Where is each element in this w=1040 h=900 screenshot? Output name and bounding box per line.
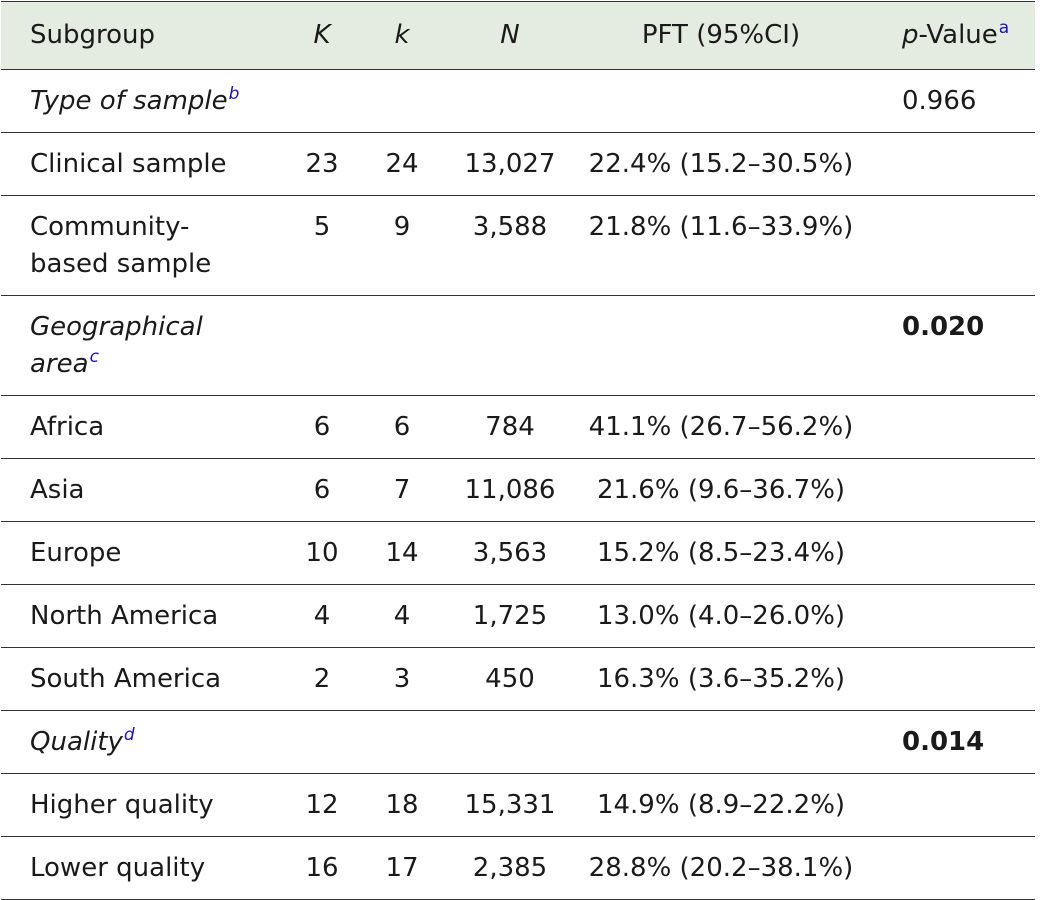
section-title: Geographical areac — [30, 312, 203, 379]
cell-K: 12 — [305, 790, 339, 820]
table-row: Community-based sample 5 9 3,588 21.8% (… — [1, 195, 1035, 296]
cell-N: 3,588 — [472, 212, 548, 242]
cell-k: 7 — [393, 475, 411, 505]
cell-N: 13,027 — [464, 149, 556, 179]
section-p-value: 0.020 — [902, 312, 985, 342]
section-row-quality: Qualityd 0.014 — [1, 710, 1035, 774]
section-p-value: 0.966 — [902, 86, 977, 116]
cell-K: 10 — [305, 538, 339, 568]
header-pft: PFT (95%CI) — [641, 20, 801, 50]
section-title-text: Type of sample — [30, 86, 228, 116]
cell-N: 784 — [485, 412, 535, 442]
cell-k: 4 — [393, 601, 411, 631]
cell-K: 4 — [313, 601, 331, 631]
section-title-text: Quality — [30, 727, 123, 757]
section-row-geographical-area: Geographical areac 0.020 — [1, 295, 1035, 396]
cell-pft: 14.9% (8.9–22.2%) — [596, 790, 846, 820]
section-title: Type of sampleb — [1, 70, 290, 133]
cell-pft: 15.2% (8.5–23.4%) — [596, 538, 846, 568]
cell-pft: 16.3% (3.6–35.2%) — [596, 664, 846, 694]
cell-pft: 28.8% (20.2–38.1%) — [588, 853, 854, 883]
cell-pft: 22.4% (15.2–30.5%) — [588, 149, 854, 179]
cell-pft: 13.0% (4.0–26.0%) — [596, 601, 846, 631]
cell-k: 17 — [385, 853, 419, 883]
cell-k: 14 — [385, 538, 419, 568]
cell-k: 18 — [385, 790, 419, 820]
row-label: Africa — [30, 412, 105, 442]
cell-N: 450 — [485, 664, 535, 694]
table-row: Europe 10 14 3,563 15.2% (8.5–23.4%) — [1, 521, 1035, 585]
header-p-rest: -Value — [918, 20, 998, 50]
cell-k: 6 — [393, 412, 411, 442]
row-label: Community-based sample — [30, 212, 212, 279]
cell-N: 2,385 — [472, 853, 548, 883]
cell-pft: 21.6% (9.6–36.7%) — [596, 475, 846, 505]
table-row: Higher quality 12 18 15,331 14.9% (8.9–2… — [1, 773, 1035, 837]
section-row-type-of-sample: Type of sampleb 0.966 — [1, 69, 1035, 133]
footnote-marker-a[interactable]: a — [998, 18, 1010, 38]
cell-N: 3,563 — [472, 538, 548, 568]
header-p-italic: p — [902, 20, 919, 50]
table-row: Asia 6 7 11,086 21.6% (9.6–36.7%) — [1, 458, 1035, 522]
table-row: South America 2 3 450 16.3% (3.6–35.2%) — [1, 647, 1035, 711]
cell-k: 9 — [393, 212, 411, 242]
cell-K: 6 — [313, 412, 331, 442]
cell-K: 16 — [305, 853, 339, 883]
cell-k: 3 — [393, 664, 411, 694]
table-row: Clinical sample 23 24 13,027 22.4% (15.2… — [1, 132, 1035, 196]
cell-K: 23 — [305, 149, 339, 179]
row-label: North America — [30, 601, 219, 631]
header-row: Subgroup K k N PFT (95%CI) p-Valuea — [1, 1, 1035, 70]
footnote-marker-b[interactable]: b — [228, 84, 240, 104]
section-title: Qualityd — [1, 711, 290, 774]
cell-K: 2 — [313, 664, 331, 694]
cell-pft: 21.8% (11.6–33.9%) — [588, 212, 854, 242]
cell-N: 1,725 — [472, 601, 548, 631]
row-label: Higher quality — [30, 790, 214, 820]
row-label: South America — [30, 664, 222, 694]
cell-N: 15,331 — [464, 790, 556, 820]
cell-N: 11,086 — [464, 475, 556, 505]
row-label: Lower quality — [30, 853, 206, 883]
row-label: Clinical sample — [30, 149, 227, 179]
table-row: Africa 6 6 784 41.1% (26.7–56.2%) — [1, 395, 1035, 459]
header-K: K — [313, 20, 331, 50]
header-N: N — [500, 20, 520, 50]
table-row: Lower quality 16 17 2,385 28.8% (20.2–38… — [1, 836, 1035, 900]
section-p-value: 0.014 — [902, 727, 985, 757]
footnote-marker-d[interactable]: d — [123, 725, 135, 745]
header-p-value: p-Valuea — [872, 2, 1035, 70]
footnote-marker-c[interactable]: c — [89, 347, 99, 367]
header-subgroup: Subgroup — [30, 20, 155, 50]
cell-K: 5 — [313, 212, 331, 242]
cell-pft: 41.1% (26.7–56.2%) — [588, 412, 854, 442]
row-label: Asia — [30, 475, 85, 505]
cell-k: 24 — [385, 149, 419, 179]
table-row: North America 4 4 1,725 13.0% (4.0–26.0%… — [1, 584, 1035, 648]
header-k: k — [394, 20, 410, 50]
row-label: Europe — [30, 538, 122, 568]
cell-K: 6 — [313, 475, 331, 505]
